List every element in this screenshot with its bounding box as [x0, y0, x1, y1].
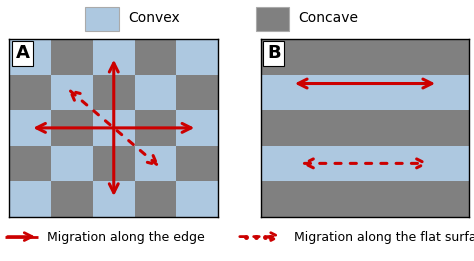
Bar [176, 181, 218, 217]
Bar [93, 39, 135, 75]
Text: B: B [267, 44, 281, 62]
Bar [135, 75, 176, 110]
Text: Migration along the flat surface: Migration along the flat surface [294, 232, 474, 245]
Bar [176, 146, 218, 181]
Bar [261, 39, 469, 75]
Text: A: A [16, 44, 29, 62]
FancyBboxPatch shape [256, 7, 289, 31]
Bar [135, 110, 176, 146]
Bar [261, 110, 469, 146]
FancyBboxPatch shape [85, 7, 118, 31]
Bar [261, 146, 469, 181]
Bar [93, 146, 135, 181]
Bar [176, 110, 218, 146]
Bar [51, 39, 93, 75]
Bar [9, 181, 51, 217]
Bar [51, 181, 93, 217]
Bar [9, 39, 51, 75]
Bar [9, 146, 51, 181]
Text: Migration along the edge: Migration along the edge [47, 232, 205, 245]
Bar [93, 75, 135, 110]
Bar [135, 146, 176, 181]
Bar [261, 181, 469, 217]
Bar [135, 39, 176, 75]
Bar [51, 146, 93, 181]
Bar [135, 181, 176, 217]
Bar [176, 39, 218, 75]
Bar [51, 110, 93, 146]
Bar [9, 75, 51, 110]
Bar [9, 110, 51, 146]
Bar [176, 75, 218, 110]
Bar [93, 110, 135, 146]
Text: Convex: Convex [128, 11, 180, 25]
Bar [261, 75, 469, 110]
Bar [51, 75, 93, 110]
Text: Concave: Concave [299, 11, 359, 25]
Bar [93, 181, 135, 217]
